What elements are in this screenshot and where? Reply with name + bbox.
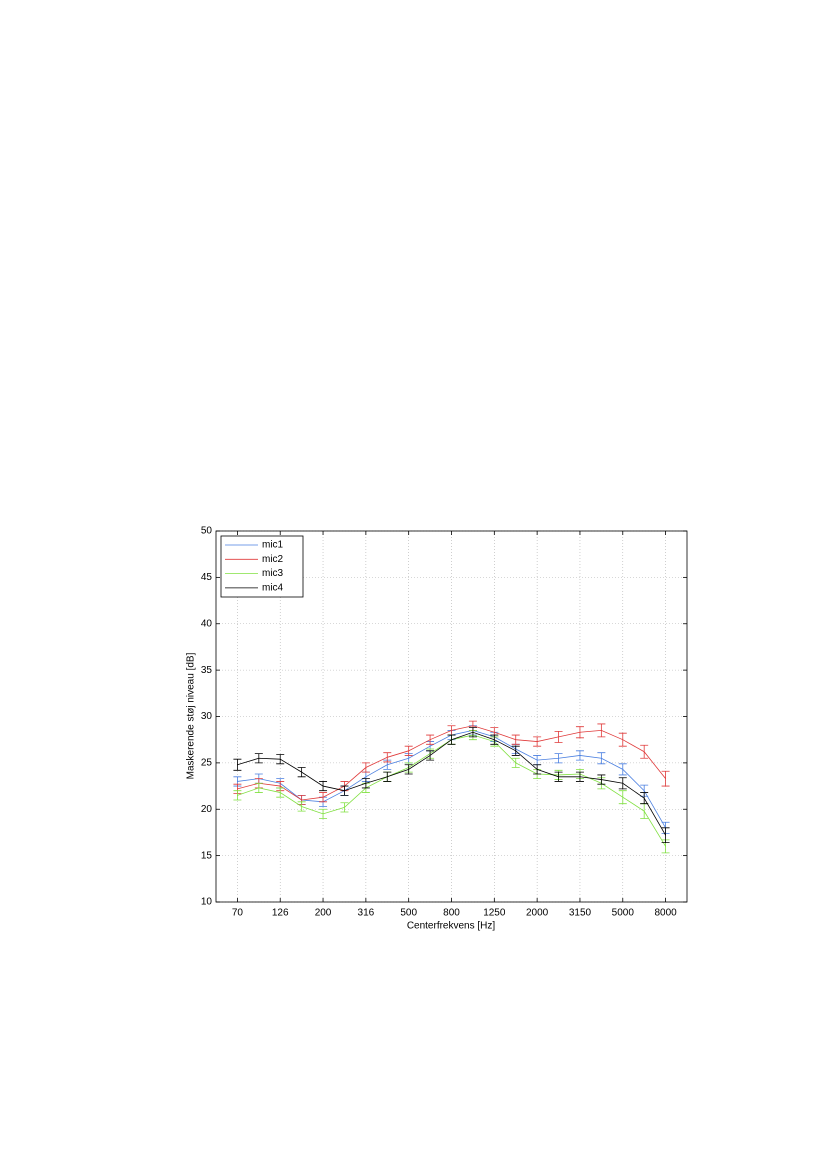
x-tick-label: 5000 (612, 908, 635, 919)
error-bar (533, 764, 542, 775)
error-bar (661, 770, 670, 787)
y-tick-label: 15 (201, 850, 213, 861)
y-tick-label: 25 (201, 758, 213, 769)
legend-label: mic4 (262, 583, 284, 594)
legend: mic1 mic2 mic3 mic4 (220, 535, 304, 598)
error-bar (597, 723, 606, 738)
y-tick-label: 30 (201, 711, 213, 722)
y-tick-label: 45 (201, 572, 213, 583)
error-bar (575, 750, 584, 761)
error-bar (575, 726, 584, 739)
error-bar (254, 753, 263, 764)
x-tick-label: 800 (443, 908, 460, 919)
y-tick-label: 20 (201, 804, 213, 815)
error-bar (468, 727, 477, 738)
error-bar (554, 771, 563, 782)
legend-box (220, 535, 304, 598)
x-tick-label: 8000 (654, 908, 677, 919)
error-bar (404, 745, 413, 756)
x-tick-label: 126 (272, 908, 289, 919)
error-bar (426, 734, 435, 745)
error-bar (404, 764, 413, 775)
error-bar (297, 801, 306, 812)
error-bar (533, 736, 542, 747)
error-bar (233, 758, 242, 771)
error-bar (254, 782, 263, 793)
error-bar (383, 771, 392, 782)
error-bar (490, 734, 499, 745)
error-bar (340, 785, 349, 796)
legend-label: mic2 (262, 554, 284, 565)
error-bar (511, 745, 520, 756)
error-bar (319, 808, 328, 819)
error-bar (511, 734, 520, 745)
y-tick-label: 10 (201, 897, 213, 908)
error-bar (511, 757, 520, 768)
x-tick-label: 500 (400, 908, 417, 919)
error-bar (383, 752, 392, 763)
error-bar (554, 753, 563, 764)
error-bar (297, 767, 306, 778)
x-tick-label: 316 (358, 908, 375, 919)
error-bar (618, 790, 627, 805)
error-bar (575, 771, 584, 782)
error-bar (597, 752, 606, 765)
error-bar (447, 734, 456, 745)
error-bar (340, 802, 349, 813)
error-bar (319, 792, 328, 803)
error-bar (233, 790, 242, 801)
x-axis-label: Centerfrekvens [Hz] (407, 921, 496, 932)
y-tick-label: 50 (201, 526, 213, 537)
error-bar (661, 827, 670, 844)
error-bar (640, 744, 649, 759)
y-axis-label: Maskerende støj niveau [dB] (186, 652, 197, 779)
error-bar (618, 777, 627, 790)
error-bar (597, 774, 606, 785)
legend-label: mic3 (262, 568, 284, 579)
y-tick-label: 35 (201, 665, 213, 676)
error-bar (361, 762, 370, 773)
error-bar (618, 732, 627, 747)
legend-label: mic1 (262, 540, 284, 551)
x-tick-label: 3150 (569, 908, 592, 919)
error-bar (276, 754, 285, 765)
x-tick-label: 70 (232, 908, 244, 919)
error-bar (554, 730, 563, 743)
error-bar (640, 792, 649, 805)
y-tick-label: 40 (201, 618, 213, 629)
error-bar (618, 763, 627, 776)
plot-frame (215, 530, 688, 903)
x-tick-label: 2000 (526, 908, 549, 919)
error-bar (319, 781, 328, 792)
error-bar (361, 778, 370, 789)
x-tick-label: 1250 (483, 908, 506, 919)
error-bar (276, 787, 285, 798)
error-bar (426, 750, 435, 761)
x-tick-label: 200 (315, 908, 332, 919)
